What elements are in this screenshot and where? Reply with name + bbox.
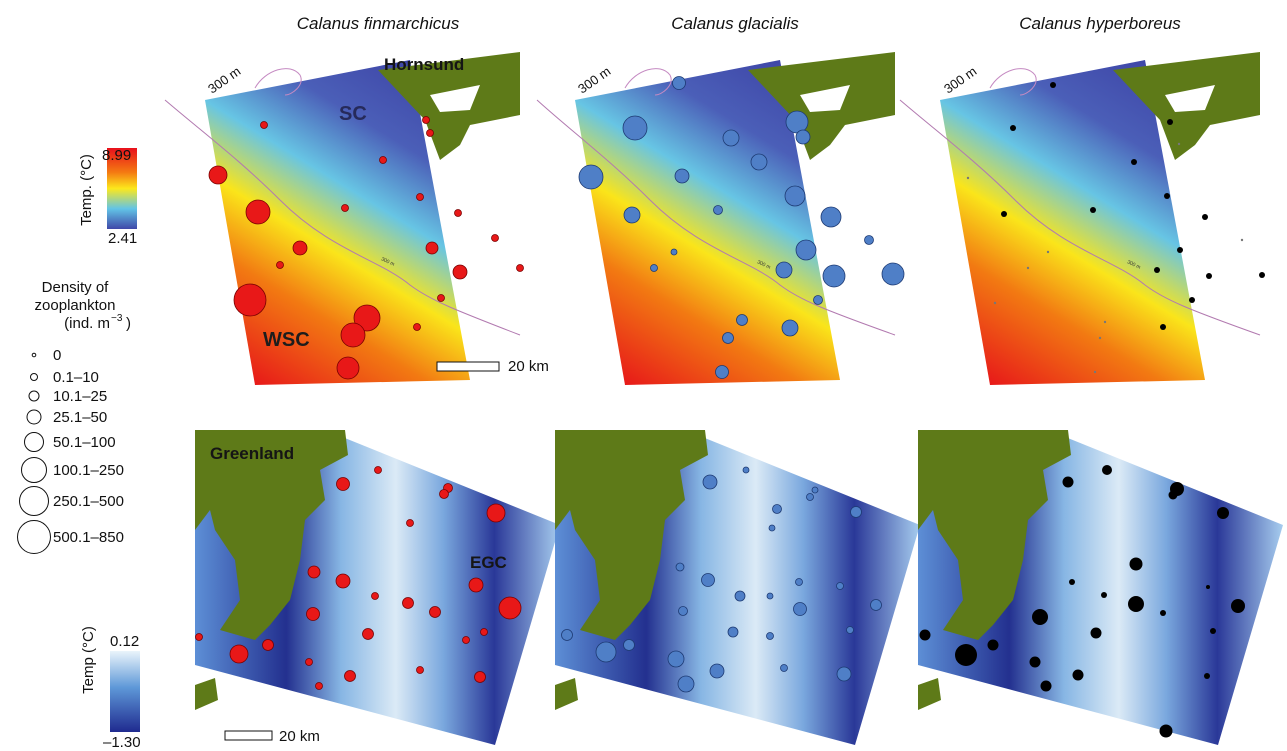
label-isobath-small1: 300 m <box>380 256 395 267</box>
scalebar-bottom <box>224 730 273 741</box>
label-isobath-top2: 300 m <box>575 63 613 96</box>
land-greenland <box>195 430 348 640</box>
species-title-hyperboreus: Calanus hyperboreus <box>1019 14 1181 33</box>
scalebar-top-label: 20 km <box>508 358 549 375</box>
density-title-line3: (ind. m <box>64 315 110 332</box>
label-sc: SC <box>339 103 367 125</box>
stations-glacialis <box>561 76 905 693</box>
label-isobath-top3: 300 m <box>941 63 979 96</box>
label-greenland: Greenland <box>210 444 294 463</box>
map-top-finmarchicus <box>164 52 521 385</box>
label-egc: EGC <box>470 553 507 572</box>
density-class-label: 10.1–25 <box>53 388 107 405</box>
temp-colorbar-top <box>107 148 137 229</box>
colorbar-top-max: 8.99 <box>102 147 131 164</box>
isobath-line <box>164 99 521 336</box>
temperature-field <box>205 60 470 385</box>
density-legend-symbols <box>17 352 51 554</box>
colorbar-top-min: 2.41 <box>108 230 137 247</box>
colorbar-bottom-title: Temp (°C) <box>80 626 97 694</box>
density-class-label: 0.1–10 <box>53 369 99 386</box>
colorbar-top-title: Temp. (°C) <box>78 154 95 226</box>
temperature-field <box>940 60 1205 385</box>
label-isobath-top1: 300 m <box>205 63 243 96</box>
density-class-label: 25.1–50 <box>53 409 107 426</box>
map-top-hyperboreus <box>899 52 1261 385</box>
stations-finmarchicus <box>195 116 524 690</box>
label-wsc: WSC <box>263 329 310 351</box>
scalebar-top <box>436 361 500 372</box>
density-class-label: 100.1–250 <box>53 462 124 479</box>
label-hornsund: Hornsund <box>384 55 464 74</box>
temp-colorbar-bottom <box>110 651 140 732</box>
density-class-label: 50.1–100 <box>53 434 116 451</box>
map-bottom-glacialis <box>555 430 920 745</box>
density-title-suffix: ) <box>126 315 131 332</box>
density-title-line2: zooplankton <box>35 297 116 314</box>
temperature-field <box>575 60 840 385</box>
colorbar-bottom-max: 0.12 <box>110 633 139 650</box>
density-class-label: 500.1–850 <box>53 529 124 546</box>
species-title-glacialis: Calanus glacialis <box>671 14 799 33</box>
density-class-label: 0 <box>53 347 61 364</box>
colorbar-bottom-min: –1.30 <box>103 734 141 751</box>
density-title-exponent: −3 <box>111 313 123 324</box>
map-bottom-hyperboreus <box>918 430 1283 745</box>
scalebar-bottom-label: 20 km <box>279 728 320 745</box>
label-isobath-small3: 300 m <box>1126 259 1141 270</box>
stations-hyperboreus <box>919 82 1265 738</box>
map-top-glacialis <box>536 52 896 385</box>
density-title-line1: Density of <box>42 279 110 296</box>
species-title-finmarchicus: Calanus finmarchicus <box>296 14 460 33</box>
label-isobath-small2: 300 m <box>756 259 771 270</box>
map-bottom-finmarchicus <box>195 430 560 745</box>
density-class-label: 250.1–500 <box>53 493 124 510</box>
